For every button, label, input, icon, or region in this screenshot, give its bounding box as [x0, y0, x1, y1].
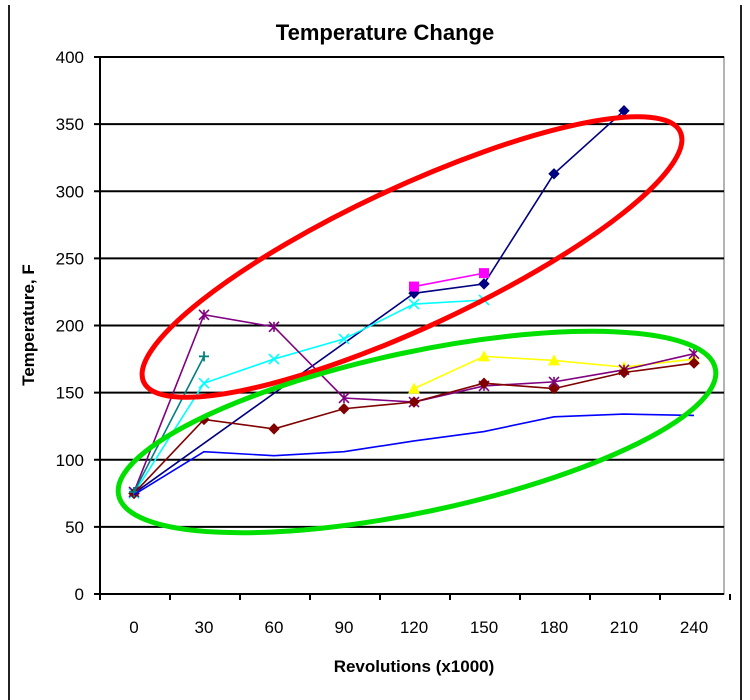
x-axis-label: Revolutions (x1000) [334, 657, 495, 676]
y-tick-label: 400 [56, 48, 84, 67]
y-tick-label: 0 [75, 585, 84, 604]
y-tick-label: 100 [56, 451, 84, 470]
x-tick-label: 150 [470, 618, 498, 637]
x-tick-label: 210 [610, 618, 638, 637]
y-tick-label: 150 [56, 384, 84, 403]
series-3-marker [478, 350, 490, 362]
series-6-marker [688, 357, 700, 369]
y-tick-label: 200 [56, 317, 84, 336]
x-tick-label: 120 [400, 618, 428, 637]
series-4-marker [268, 353, 280, 365]
series-6-marker [548, 382, 560, 395]
series-6-marker [478, 377, 490, 389]
series-5-marker [338, 392, 350, 404]
x-tick-label: 240 [680, 618, 708, 637]
y-tick-label: 50 [65, 518, 84, 537]
green-highlight-ellipse [115, 328, 719, 536]
x-tick-label: 90 [335, 618, 354, 637]
series-5-marker [198, 309, 210, 321]
series-4-marker [338, 333, 350, 345]
series-6-marker [618, 366, 630, 379]
series-6-marker [408, 396, 420, 408]
series-2-line [413, 272, 485, 288]
series-8-line [133, 413, 695, 496]
series-5-marker [268, 321, 280, 333]
series-4-marker [198, 377, 210, 389]
series-1-line [133, 110, 625, 494]
series-6-marker [338, 403, 350, 415]
x-tick-label: 60 [265, 618, 284, 637]
series-1-marker [478, 278, 490, 290]
series-1-marker [548, 168, 560, 180]
y-tick-label: 350 [56, 115, 84, 134]
series-7-line [133, 356, 205, 493]
y-tick-label: 250 [56, 249, 84, 268]
x-tick-label: 180 [540, 618, 568, 637]
series-3-marker [408, 382, 420, 394]
series-4-line [133, 299, 485, 494]
series-7-marker [199, 351, 209, 362]
series-2-marker [409, 281, 419, 292]
y-axis-label: Temperature, F [19, 264, 38, 386]
x-tick-label: 0 [129, 618, 138, 637]
plot-area: 0 50 100 150 200 250 300 350 400 0 30 60 90 120 150 180… [56, 48, 731, 637]
series-2-marker [479, 268, 489, 279]
series-4-marker [408, 298, 420, 310]
series-3-marker [548, 354, 560, 366]
x-tick-label: 30 [195, 618, 214, 637]
series-6-marker [268, 423, 280, 435]
y-tick-label: 300 [56, 182, 84, 201]
red-highlight-ellipse [139, 114, 685, 400]
chart-title: Temperature Change [276, 20, 494, 45]
